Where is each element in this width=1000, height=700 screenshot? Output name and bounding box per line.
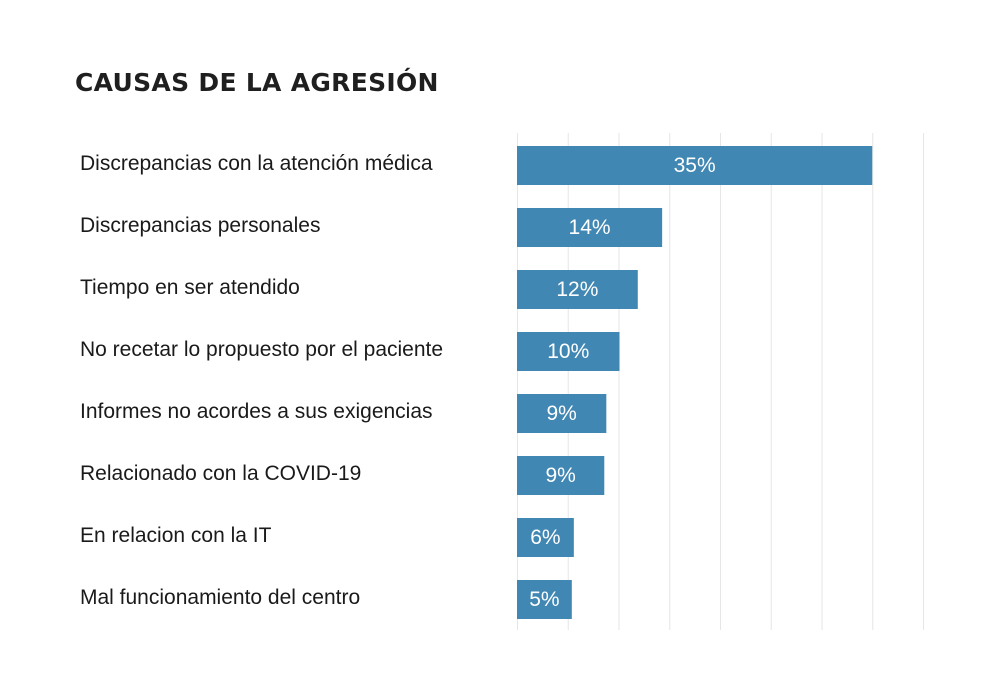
category-label-3: No recetar lo propuesto por el paciente [80, 338, 443, 361]
data-label-4: 9% [546, 402, 576, 425]
bar-6 [517, 518, 574, 557]
category-label-0: Discrepancias con la atención médica [80, 152, 433, 175]
data-label-1: 14% [569, 216, 611, 239]
bar-3 [517, 332, 620, 371]
chart-title: CAUSAS DE LA AGRESIÓN [75, 68, 439, 97]
gridlines [517, 133, 924, 630]
category-label-7: Mal funcionamiento del centro [80, 586, 360, 609]
bar-0 [517, 146, 873, 185]
category-label-1: Discrepancias personales [80, 214, 320, 237]
category-labels: Discrepancias con la atención médica Disc… [80, 152, 443, 609]
data-label-0: 35% [674, 154, 716, 177]
bars: 35% 14% 12% 10% 9% 9% 6% 5% [517, 146, 873, 619]
data-label-7: 5% [529, 588, 559, 611]
category-label-4: Informes no acordes a sus exigencias [80, 400, 433, 423]
category-label-2: Tiempo en ser atendido [80, 276, 300, 299]
bar-1 [517, 208, 663, 247]
category-label-6: En relacion con la IT [80, 524, 272, 547]
bar-4 [517, 394, 607, 433]
bar-2 [517, 270, 638, 309]
data-label-6: 6% [530, 526, 560, 549]
data-label-5: 9% [545, 464, 575, 487]
category-label-5: Relacionado con la COVID-19 [80, 462, 361, 485]
bar-5 [517, 456, 605, 495]
data-label-2: 12% [556, 278, 598, 301]
bar-7 [517, 580, 572, 619]
data-label-3: 10% [547, 340, 589, 363]
